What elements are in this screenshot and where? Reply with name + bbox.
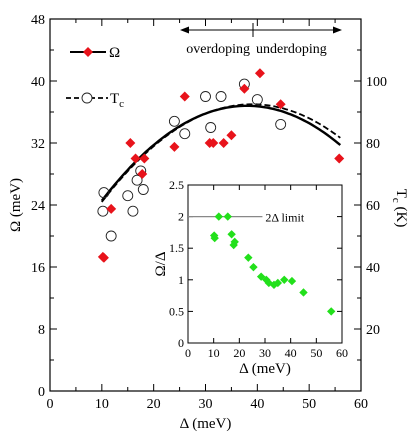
ratio-point <box>327 307 336 316</box>
right-arrowhead <box>333 26 342 34</box>
inset-y-tick-label: 0 <box>178 336 184 350</box>
x-tick-label: 40 <box>250 397 264 412</box>
y2-tick-label: 60 <box>366 199 380 214</box>
omega-point <box>179 91 190 102</box>
omega-point <box>139 153 150 164</box>
tc-point <box>251 94 263 106</box>
x-tick-label: 20 <box>147 397 161 412</box>
ratio-point <box>299 288 308 297</box>
omega-point <box>106 203 117 214</box>
y-axis-label: Ω (meV) <box>8 178 24 232</box>
tc-point <box>137 184 149 195</box>
omega-point <box>98 252 109 263</box>
x-tick-label: 60 <box>354 397 368 412</box>
tc-point <box>98 187 110 199</box>
inset-y-tick-label: 0.5 <box>169 304 184 318</box>
inset-x-tick-label: 0 <box>185 346 191 360</box>
x-tick-label: 50 <box>302 397 316 412</box>
omega-point <box>125 138 136 148</box>
omega-point <box>254 68 265 79</box>
y2-tick-label: 40 <box>366 261 380 276</box>
two-delta-limit-label: 2Δ limit <box>265 211 304 225</box>
tc-point <box>200 91 211 102</box>
ratio-point <box>287 276 297 286</box>
omega-point <box>275 99 286 110</box>
inset-x-tick-label: 60 <box>336 346 348 360</box>
ratio-point <box>244 253 253 262</box>
omega-point <box>137 169 148 179</box>
inset-y-tick-label: 1.5 <box>169 241 184 255</box>
tc-point <box>179 128 191 140</box>
omega-point <box>130 153 141 164</box>
y2-tick-label: 100 <box>366 75 387 90</box>
legend: Ω Tc <box>66 45 124 110</box>
ratio-point <box>227 230 236 239</box>
y-tick-label: 0 <box>38 385 45 400</box>
x-axis-label: Δ (meV) <box>180 416 232 432</box>
inset-x-tick-label: 50 <box>310 346 322 360</box>
omega-point <box>334 153 345 164</box>
y-tick-label: 48 <box>31 13 45 28</box>
ratio-point <box>230 237 239 247</box>
legend-tc-label: Tc <box>110 91 124 110</box>
inset-x-tick-label: 10 <box>208 346 220 360</box>
tc-point <box>97 205 109 217</box>
y2-axis-label: Tc (K) <box>390 189 409 228</box>
x-tick-label: 0 <box>47 397 54 412</box>
ratio-point <box>273 278 283 288</box>
omega-point <box>239 83 250 94</box>
y-tick-label: 8 <box>38 323 45 338</box>
left-arrowhead <box>180 26 189 34</box>
inset-x-tick-label: 20 <box>233 346 245 360</box>
tc-point <box>215 91 227 102</box>
legend-omega-label: Ω <box>109 45 120 61</box>
tc-point <box>122 190 134 202</box>
inset-frame <box>187 184 343 344</box>
omega-point <box>169 141 180 152</box>
tc-point <box>105 230 117 242</box>
y-tick-label: 16 <box>31 261 45 276</box>
inset-x-axis-label: Δ (meV) <box>239 361 291 377</box>
y-tick-label: 24 <box>31 199 45 214</box>
ratio-point <box>210 233 219 243</box>
x-tick-label: 30 <box>199 397 213 412</box>
tc-point <box>131 174 143 186</box>
ratio-point <box>214 212 223 221</box>
tc-point <box>275 118 287 130</box>
tc-point <box>205 122 217 133</box>
inset-y-axis-label: Ω/Δ <box>153 251 169 276</box>
legend-tc-marker <box>81 92 93 104</box>
tc-point <box>127 205 139 217</box>
y-tick-label: 32 <box>31 137 45 152</box>
overdoping-label: overdoping <box>186 42 250 57</box>
inset-plot: 0 10 20 30 40 50 60 0 0.5 1 1.5 2 2.5 Δ (meV) Ω/Δ 2Δ li… <box>153 178 348 377</box>
inset-x-tick-label: 40 <box>285 346 297 360</box>
x-tick-label: 10 <box>95 397 109 412</box>
legend-omega-marker <box>83 47 93 57</box>
underdoping-label: underdoping <box>256 42 327 57</box>
y2-tick-label: 80 <box>366 137 380 152</box>
inset-x-tick-label: 30 <box>259 346 271 360</box>
ratio-point <box>280 275 289 284</box>
y2-tick-label: 20 <box>366 323 380 338</box>
ratio-point <box>249 262 258 272</box>
inset-y-tick-label: 1 <box>178 273 184 287</box>
ratio-point <box>223 212 232 221</box>
y-tick-label: 40 <box>31 75 45 90</box>
inset-y-tick-label: 2.5 <box>169 178 184 192</box>
inset-y-tick-label: 2 <box>178 210 184 224</box>
omega-point <box>218 138 229 148</box>
omega-point <box>208 138 219 148</box>
omega-point <box>226 130 237 141</box>
tc-point <box>168 115 180 127</box>
doping-annotation: overdoping underdoping <box>180 23 342 57</box>
